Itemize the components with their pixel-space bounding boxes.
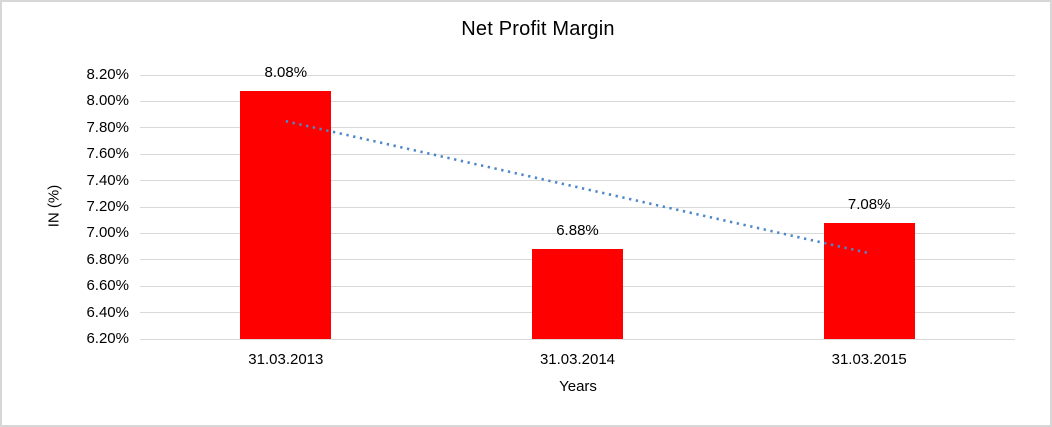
y-tick-label: 7.00% bbox=[86, 224, 129, 242]
bar-31.03.2015 bbox=[823, 222, 915, 339]
y-tick-label: 6.40% bbox=[86, 303, 129, 321]
y-tick-label: 6.60% bbox=[86, 277, 129, 295]
y-tick-label: 8.20% bbox=[86, 66, 129, 83]
bar-31.03.2013 bbox=[240, 90, 332, 339]
gridline bbox=[140, 100, 1015, 102]
y-tick-label: 6.80% bbox=[86, 250, 129, 268]
y-tick-label: 6.20% bbox=[86, 330, 129, 347]
gridline bbox=[140, 127, 1015, 129]
x-tick-label: 31.03.2015 bbox=[831, 351, 907, 368]
x-axis-title: Years bbox=[559, 378, 597, 395]
y-tick-label: 7.20% bbox=[86, 198, 129, 215]
bar-value-label: 7.08% bbox=[847, 195, 891, 213]
x-tick-label: 31.03.2014 bbox=[539, 351, 616, 368]
gridline bbox=[140, 338, 1015, 340]
x-tick-label: 31.03.2013 bbox=[248, 351, 324, 368]
y-tick-label: 7.80% bbox=[86, 118, 129, 136]
gridline bbox=[140, 232, 1015, 234]
y-tick-label: 8.00% bbox=[86, 92, 129, 110]
trendline bbox=[285, 119, 870, 255]
y-tick-label: 7.60% bbox=[86, 145, 129, 163]
gridline bbox=[140, 180, 1015, 182]
chart-title: Net Profit Margin bbox=[461, 18, 615, 40]
gridline bbox=[140, 74, 1015, 76]
bar-31.03.2014 bbox=[532, 249, 623, 339]
bar-value-label: 8.08% bbox=[264, 63, 308, 81]
plot-area: 8.08% 6.88% 7.08% bbox=[140, 64, 1015, 340]
gridline bbox=[140, 206, 1015, 208]
gridline bbox=[140, 153, 1015, 155]
bar-value-label: 6.88% bbox=[556, 222, 599, 240]
y-tick-label: 7.40% bbox=[86, 171, 129, 189]
